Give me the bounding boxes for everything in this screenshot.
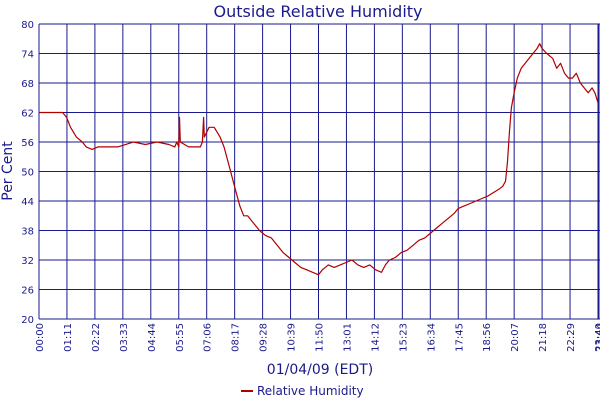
y-tick-label: 44: [21, 197, 34, 208]
legend-label: Relative Humidity: [257, 384, 364, 398]
y-tick-label: 38: [21, 227, 34, 238]
x-tick-label: 21:18: [538, 323, 549, 352]
chart-title: Outside Relative Humidity: [213, 2, 422, 21]
series-line-relative-humidity: [39, 43, 599, 276]
x-tick-labels: 00:00 01:11 02:22 03:33 04:44 05:55 07:06 08:17…: [35, 323, 600, 352]
x-tick-label: 18:56: [482, 323, 493, 352]
y-tick-labels: 20 26 32 38 44 50 56 62 68 74 80: [21, 20, 34, 326]
y-tick-label: 26: [21, 286, 34, 297]
x-tick-label: 22:29: [566, 323, 577, 352]
y-tick-label: 20: [21, 315, 34, 326]
x-tick-label: 23:44: [595, 323, 600, 352]
x-tick-label: 20:07: [510, 323, 521, 352]
y-tick-label: 56: [21, 138, 34, 149]
x-tick-label: 08:17: [231, 323, 242, 352]
x-tick-label: 17:45: [454, 323, 465, 352]
series-group: [39, 43, 599, 276]
x-tick-label: 01:11: [63, 323, 74, 352]
x-tick-label: 07:06: [203, 323, 214, 352]
y-tick-label: 68: [21, 79, 34, 90]
y-tick-label: 32: [21, 256, 34, 267]
x-tick-label: 14:12: [370, 323, 381, 352]
x-tick-label: 05:55: [175, 323, 186, 352]
y-tick-label: 74: [21, 50, 34, 61]
x-tick-label: 03:33: [119, 323, 130, 352]
y-tick-label: 80: [21, 20, 34, 31]
x-tick-label: 04:44: [147, 323, 158, 352]
y-tick-label: 62: [21, 109, 34, 120]
y-tick-label: 50: [21, 168, 34, 179]
grid-lines: [38, 23, 600, 320]
x-tick-label: 16:34: [426, 323, 437, 352]
x-axis-label: 01/04/09 (EDT): [267, 362, 373, 378]
x-tick-label: 10:39: [287, 323, 298, 352]
x-tick-label: 13:01: [342, 323, 353, 352]
x-tick-label: 11:50: [315, 323, 326, 352]
x-tick-label: 09:28: [259, 323, 270, 352]
x-tick-label: 15:23: [398, 323, 409, 352]
y-axis-label: Per Cent: [0, 141, 16, 201]
legend: Relative Humidity: [241, 384, 364, 398]
x-tick-label: 00:00: [35, 323, 46, 352]
x-tick-label: 02:22: [91, 323, 102, 352]
x-tick-label: 23:40: [594, 323, 600, 352]
